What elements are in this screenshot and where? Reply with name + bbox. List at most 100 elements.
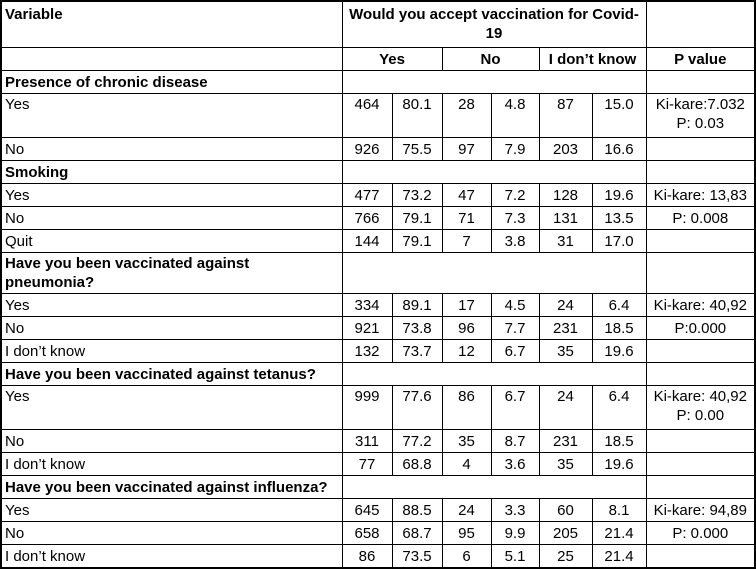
dontknow-count-cell: 35 bbox=[538, 452, 593, 476]
table-row: I don’t know 132 73.7 12 6.7 35 19.6 bbox=[0, 339, 756, 363]
table-row: No 921 73.8 96 7.7 231 18.5 P:0.000 bbox=[0, 316, 756, 340]
empty-p-cell bbox=[645, 362, 756, 386]
yes-percent-cell: 79.1 bbox=[391, 206, 443, 230]
yes-percent-cell: 80.1 bbox=[391, 93, 443, 138]
no-percent-cell: 4.5 bbox=[490, 293, 540, 317]
dontknow-percent-cell: 15.0 bbox=[591, 93, 647, 138]
table-row: No 311 77.2 35 8.7 231 18.5 bbox=[0, 429, 756, 453]
section-header-row: Have you been vaccinated against pneumon… bbox=[0, 252, 756, 294]
header-row-question: Variable Would you accept vaccination fo… bbox=[0, 0, 756, 48]
no-count-cell: 95 bbox=[441, 521, 492, 545]
no-percent-cell: 3.3 bbox=[490, 498, 540, 522]
empty-data-span-cell bbox=[341, 475, 647, 499]
row-label: Yes bbox=[0, 293, 343, 317]
p-value-cell: P: 0.000 bbox=[645, 521, 756, 545]
p-value-cell: Ki-kare: 40,92 P: 0.00 bbox=[645, 385, 756, 430]
yes-percent-cell: 88.5 bbox=[391, 498, 443, 522]
section-title: Have you been vaccinated against influen… bbox=[0, 475, 343, 499]
section-header-row: Have you been vaccinated against tetanus… bbox=[0, 362, 756, 386]
p-value-cell: Ki-kare:7.032 P: 0.03 bbox=[645, 93, 756, 138]
empty-p-cell bbox=[645, 70, 756, 94]
no-column-header: No bbox=[441, 47, 540, 71]
table-row: No 926 75.5 97 7.9 203 16.6 bbox=[0, 137, 756, 161]
table-row: Yes 999 77.6 86 6.7 24 6.4 Ki-kare: 40,9… bbox=[0, 385, 756, 430]
header-row-answers: Yes No I don’t know P value bbox=[0, 47, 756, 71]
no-count-cell: 28 bbox=[441, 93, 492, 138]
yes-percent-cell: 77.6 bbox=[391, 385, 443, 430]
dontknow-count-cell: 128 bbox=[538, 183, 593, 207]
p-value-cell: Ki-kare: 94,89 bbox=[645, 498, 756, 522]
no-count-cell: 47 bbox=[441, 183, 492, 207]
row-label: No bbox=[0, 206, 343, 230]
no-count-cell: 71 bbox=[441, 206, 492, 230]
yes-count-cell: 477 bbox=[341, 183, 393, 207]
dontknow-count-cell: 131 bbox=[538, 206, 593, 230]
yes-count-cell: 132 bbox=[341, 339, 393, 363]
p-value: P: 0.03 bbox=[676, 115, 725, 132]
row-label: No bbox=[0, 521, 343, 545]
yes-percent-cell: 73.5 bbox=[391, 544, 443, 569]
dontknow-count-cell: 25 bbox=[538, 544, 593, 569]
p-value-cell bbox=[645, 229, 756, 253]
row-label: Yes bbox=[0, 385, 343, 430]
row-label: No bbox=[0, 137, 343, 161]
no-percent-cell: 6.7 bbox=[490, 385, 540, 430]
yes-count-cell: 311 bbox=[341, 429, 393, 453]
yes-percent-cell: 79.1 bbox=[391, 229, 443, 253]
no-percent-cell: 7.3 bbox=[490, 206, 540, 230]
table-row: Yes 334 89.1 17 4.5 24 6.4 Ki-kare: 40,9… bbox=[0, 293, 756, 317]
p-value-cell: P: 0.008 bbox=[645, 206, 756, 230]
empty-variable-cell bbox=[0, 47, 343, 71]
table-row: Yes 464 80.1 28 4.8 87 15.0 Ki-kare:7.03… bbox=[0, 93, 756, 138]
dontknow-count-cell: 205 bbox=[538, 521, 593, 545]
dontknow-percent-cell: 21.4 bbox=[591, 521, 647, 545]
row-label: No bbox=[0, 429, 343, 453]
table-row: I don’t know 86 73.5 6 5.1 25 21.4 bbox=[0, 544, 756, 569]
dontknow-percent-cell: 17.0 bbox=[591, 229, 647, 253]
dontknow-count-cell: 60 bbox=[538, 498, 593, 522]
yes-count-cell: 999 bbox=[341, 385, 393, 430]
section-header-row: Presence of chronic disease bbox=[0, 70, 756, 94]
p-value-cell bbox=[645, 544, 756, 569]
dontknow-count-cell: 231 bbox=[538, 316, 593, 340]
table-row: No 658 68.7 95 9.9 205 21.4 P: 0.000 bbox=[0, 521, 756, 545]
table-row: No 766 79.1 71 7.3 131 13.5 P: 0.008 bbox=[0, 206, 756, 230]
yes-percent-cell: 75.5 bbox=[391, 137, 443, 161]
yes-percent-cell: 77.2 bbox=[391, 429, 443, 453]
dontknow-count-cell: 31 bbox=[538, 229, 593, 253]
yes-percent-cell: 73.7 bbox=[391, 339, 443, 363]
p-value-cell bbox=[645, 339, 756, 363]
table-row: Quit 144 79.1 7 3.8 31 17.0 bbox=[0, 229, 756, 253]
p-value-cell bbox=[645, 137, 756, 161]
section-header-row: Smoking bbox=[0, 160, 756, 184]
row-label: Quit bbox=[0, 229, 343, 253]
row-label: I don’t know bbox=[0, 544, 343, 569]
yes-column-header: Yes bbox=[341, 47, 443, 71]
yes-percent-cell: 73.2 bbox=[391, 183, 443, 207]
yes-count-cell: 86 bbox=[341, 544, 393, 569]
no-count-cell: 24 bbox=[441, 498, 492, 522]
yes-count-cell: 921 bbox=[341, 316, 393, 340]
no-percent-cell: 7.7 bbox=[490, 316, 540, 340]
ki-kare-value: Ki-kare:7.032 bbox=[655, 96, 745, 113]
dontknow-count-cell: 24 bbox=[538, 385, 593, 430]
no-count-cell: 7 bbox=[441, 229, 492, 253]
dontknow-percent-cell: 18.5 bbox=[591, 316, 647, 340]
section-header-row: Have you been vaccinated against influen… bbox=[0, 475, 756, 499]
pvalue-column-header: P value bbox=[645, 47, 756, 71]
p-value-cell: Ki-kare: 13,83 bbox=[645, 183, 756, 207]
yes-count-cell: 658 bbox=[341, 521, 393, 545]
yes-percent-cell: 89.1 bbox=[391, 293, 443, 317]
no-percent-cell: 4.8 bbox=[490, 93, 540, 138]
yes-count-cell: 334 bbox=[341, 293, 393, 317]
section-title: Smoking bbox=[0, 160, 343, 184]
yes-count-cell: 144 bbox=[341, 229, 393, 253]
empty-p-cell bbox=[645, 252, 756, 294]
yes-count-cell: 766 bbox=[341, 206, 393, 230]
no-count-cell: 97 bbox=[441, 137, 492, 161]
yes-count-cell: 645 bbox=[341, 498, 393, 522]
dontknow-count-cell: 203 bbox=[538, 137, 593, 161]
dontknow-percent-cell: 13.5 bbox=[591, 206, 647, 230]
